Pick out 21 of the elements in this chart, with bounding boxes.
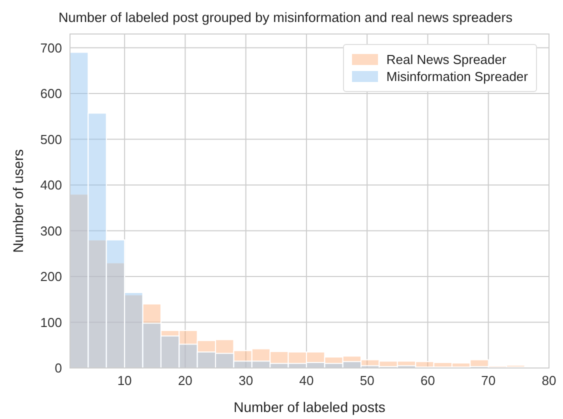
chart-title: Number of labeled post grouped by misinformation and real news spreaders <box>58 9 514 27</box>
x-tick-label: 30 <box>238 373 254 388</box>
x-tick-label: 50 <box>360 373 374 388</box>
x-tick-label: 10 <box>117 373 132 388</box>
y-tick-label: 200 <box>40 269 62 284</box>
x-tick-label: 60 <box>420 373 435 388</box>
x-tick-label: 20 <box>178 373 192 388</box>
legend-label: Misinformation Spreader <box>386 69 528 84</box>
y-axis-title: Number of users <box>10 149 26 253</box>
y-tick-label: 100 <box>40 314 62 330</box>
x-axis-title: Number of labeled posts <box>234 399 386 415</box>
y-tick-label: 700 <box>40 40 62 56</box>
x-tick-label: 40 <box>299 373 314 388</box>
y-tick-label: 400 <box>40 178 62 193</box>
y-tick-label: 600 <box>40 86 62 102</box>
x-tick-label: 70 <box>481 373 496 388</box>
y-tick-label: 500 <box>40 132 62 147</box>
x-tick-label: 80 <box>542 373 556 388</box>
legend-label: Real News Spreader <box>386 52 506 67</box>
y-tick-label: 300 <box>40 223 62 238</box>
y-tick-label: 0 <box>54 360 62 376</box>
